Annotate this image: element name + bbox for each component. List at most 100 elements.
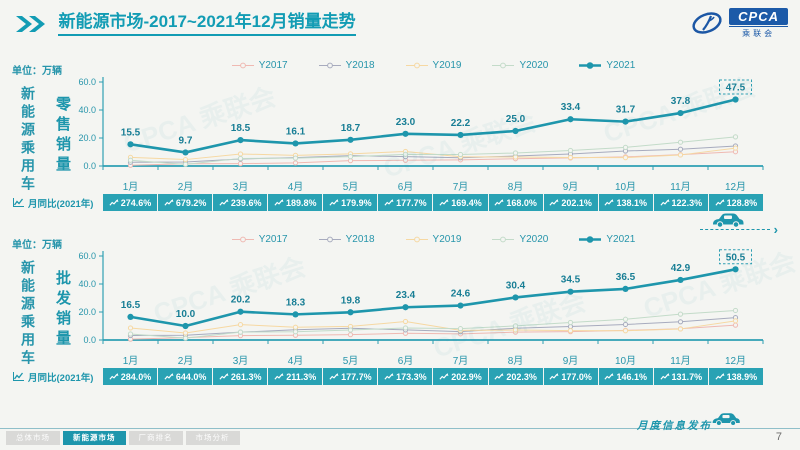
- series-line-y2021: [130, 98, 736, 154]
- yoy-label-text: 月同比(2021年): [28, 198, 94, 210]
- data-point-y2020: [127, 331, 134, 337]
- trend-up-icon: [549, 199, 559, 206]
- legend-item-y2019: Y2019: [405, 60, 461, 71]
- data-point-y2021: [567, 288, 574, 295]
- trend-up-icon: [494, 373, 504, 380]
- trend-up-icon: [549, 373, 559, 380]
- data-value-label: 18.3: [286, 297, 306, 308]
- trend-up-icon: [164, 373, 174, 380]
- data-point-y2021: [292, 311, 299, 318]
- yoy-value: 138.9%: [726, 371, 758, 382]
- data-point-y2021: [182, 322, 189, 330]
- yoy-cell: 284.0%: [103, 368, 158, 385]
- data-point-y2020: [127, 157, 134, 163]
- yoy-value: 261.3%: [230, 371, 262, 382]
- data-point-y2019: [127, 325, 134, 331]
- legend-item-y2019: Y2019: [405, 234, 462, 245]
- yoy-cell: 202.1%: [543, 194, 598, 211]
- data-point-y2021: [402, 304, 409, 311]
- data-point-y2021: [512, 127, 519, 135]
- legend-marker-icon: [405, 236, 428, 243]
- data-value-label: 34.5: [561, 275, 581, 286]
- legend-label: Y2018: [345, 60, 375, 71]
- legend-label: Y2018: [345, 234, 375, 245]
- trend-up-icon: [384, 199, 394, 206]
- month-label: 10月: [614, 182, 637, 193]
- legend-marker-icon: [579, 62, 602, 69]
- trend-up-icon: [219, 373, 229, 380]
- month-label: 12月: [724, 356, 747, 367]
- data-point-y2019: [732, 318, 739, 324]
- trend-up-icon: [384, 373, 394, 380]
- page-title-main: 新能源市场: [58, 12, 144, 31]
- yoy-cell: 239.6%: [213, 194, 268, 211]
- data-point-y2021: [677, 276, 684, 284]
- footer-tab-3[interactable]: 厂商排名: [128, 431, 183, 445]
- yoy-value: 168.0%: [506, 197, 537, 208]
- yoy-value: 274.6%: [120, 197, 152, 208]
- data-point-y2020: [402, 325, 409, 331]
- cpca-logo: CPCA 乘联会: [689, 8, 788, 39]
- yoy-value: 189.8%: [286, 197, 317, 208]
- yoy-cell: 274.6%: [103, 194, 158, 211]
- footer-tab-4[interactable]: 市场分析: [185, 431, 240, 445]
- data-point-y2020: [677, 139, 684, 145]
- data-point-y2019: [292, 324, 299, 330]
- data-point-y2019: [677, 152, 684, 158]
- legend-item-y2018: Y2018: [318, 60, 375, 71]
- legend-item-y2021: Y2021: [578, 60, 635, 71]
- yoy-value: 177.7%: [341, 371, 372, 382]
- data-point-y2021: [567, 116, 574, 123]
- data-value-label: 33.4: [561, 102, 581, 113]
- series-line-y2018: [130, 317, 736, 337]
- y-tick-label: 20.0: [78, 307, 96, 317]
- data-point-y2021: [127, 313, 134, 320]
- yoy-label-text: 月同比(2021年): [28, 372, 94, 384]
- footer-tab-2[interactable]: 新能源市场: [63, 431, 126, 445]
- data-point-y2020: [237, 155, 244, 162]
- data-value-label: 20.2: [231, 295, 251, 306]
- data-value-label: 23.4: [396, 290, 416, 301]
- footer-tab-1[interactable]: 总体市场: [6, 431, 60, 445]
- trend-up-icon: [164, 199, 174, 206]
- cpca-wordmark: CPCA 乘联会: [729, 8, 788, 39]
- unit-label: 单位：万辆: [12, 240, 62, 251]
- yoy-cell: 177.7%: [323, 368, 378, 385]
- trend-up-icon: [439, 373, 449, 380]
- data-point-y2020: [732, 307, 739, 314]
- series-line-y2020: [130, 136, 736, 165]
- yoy-label: 月同比(2021年): [8, 196, 103, 210]
- line-chart: 0.0 20.0 40.0 60.0 16.5 10.0 20.2 18.3 19.8 23.4 2…: [78, 249, 764, 345]
- data-point-y2019: [732, 145, 739, 151]
- data-point-y2020: [457, 326, 464, 332]
- data-point-y2019: [237, 151, 244, 157]
- yoy-label: 月同比(2021年): [8, 370, 103, 384]
- legend: Y2017 Y2018 Y2019 Y2020 Y2021: [103, 234, 763, 245]
- yoy-cell: 679.2%: [158, 194, 213, 211]
- yoy-cell: 177.7%: [378, 194, 433, 211]
- legend-item-y2017: Y2017: [231, 234, 288, 245]
- legend-item-y2021: Y2021: [578, 234, 635, 245]
- trend-up-icon: [439, 199, 449, 206]
- y-tick-label: 40.0: [78, 279, 96, 289]
- release-label: 月度信息发布: [637, 420, 712, 432]
- legend-label: Y2019: [432, 234, 462, 245]
- data-point-y2018: [622, 321, 629, 328]
- cpca-logo-subtext: 乘联会: [729, 26, 788, 39]
- data-point-y2019: [567, 154, 574, 161]
- yoy-value: 284.0%: [120, 371, 152, 382]
- data-point-y2020: [512, 150, 519, 156]
- yoy-cell: 179.9%: [323, 194, 378, 211]
- mini-chart-icon: [13, 198, 24, 207]
- month-label: 7月: [452, 356, 469, 367]
- legend-label: Y2020: [519, 234, 549, 245]
- data-point-y2020: [402, 151, 409, 157]
- data-point-y2019: [512, 327, 519, 333]
- yoy-value: 128.8%: [726, 197, 758, 208]
- yoy-cell: 168.0%: [488, 194, 543, 211]
- data-point-y2021: [402, 130, 409, 137]
- yoy-value: 211.3%: [286, 371, 317, 382]
- data-point-y2017: [732, 322, 739, 328]
- month-label: 3月: [232, 182, 249, 193]
